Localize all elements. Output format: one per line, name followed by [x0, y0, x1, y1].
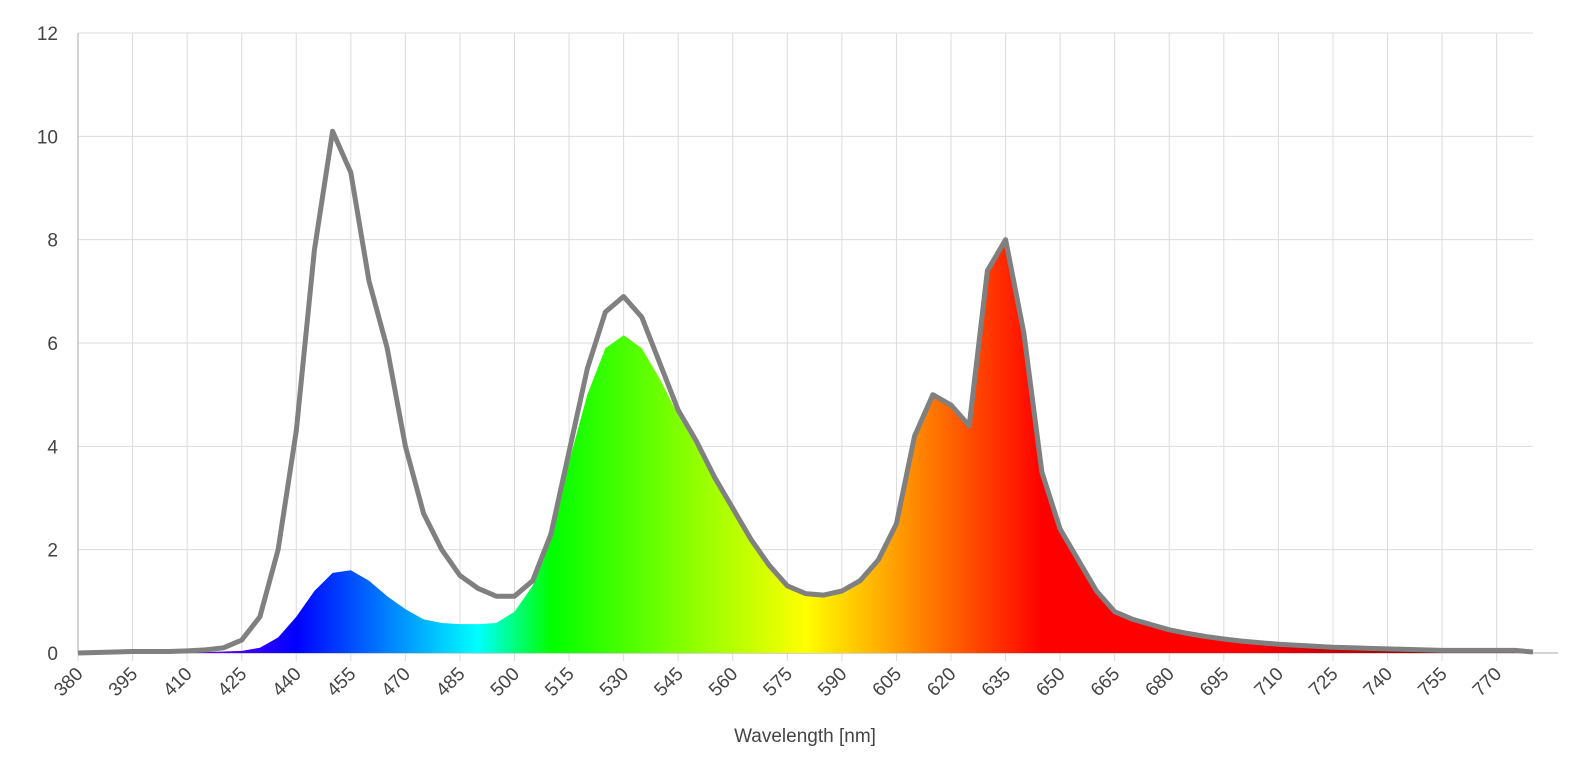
x-tick-label: 620: [923, 664, 960, 701]
x-tick-label: 470: [378, 664, 415, 701]
y-tick-label: 2: [47, 541, 58, 562]
spectrum-outline: [77, 128, 1534, 656]
y-tick-label: 0: [47, 644, 58, 665]
y-tick-label: 4: [47, 437, 58, 458]
x-tick-label: 695: [1196, 664, 1233, 701]
x-tick-label: 410: [159, 664, 196, 701]
x-tick-label: 500: [487, 664, 524, 701]
x-tick-label: 755: [1414, 664, 1451, 701]
x-tick-label: 710: [1251, 664, 1288, 701]
x-tick-label: 380: [50, 664, 87, 701]
x-tick-label: 440: [269, 664, 306, 701]
x-tick-label: 545: [650, 664, 687, 701]
x-tick-label: 455: [323, 664, 360, 701]
x-tick-label: 485: [432, 664, 469, 701]
x-tick-label: 605: [869, 664, 906, 701]
y-tick-label: 6: [47, 334, 58, 355]
y-tick-label: 8: [47, 231, 58, 252]
y-tick-label: 12: [37, 24, 58, 45]
x-tick-label: 650: [1032, 664, 1069, 701]
x-tick-label: 530: [596, 664, 633, 701]
x-tick-label: 575: [760, 664, 797, 701]
x-tick-label: 770: [1469, 664, 1506, 701]
x-tick-label: 725: [1305, 664, 1342, 701]
x-axis-label: Wavelength [nm]: [734, 726, 876, 747]
x-tick-label: 680: [1142, 664, 1179, 701]
y-tick-label: 10: [37, 127, 58, 148]
x-tick-label: 425: [214, 664, 251, 701]
x-tick-label: 665: [1087, 664, 1124, 701]
x-tick-label: 740: [1360, 664, 1397, 701]
x-tick-label: 515: [541, 664, 578, 701]
x-tick-label: 395: [105, 664, 142, 701]
x-tick-label: 590: [814, 664, 851, 701]
x-tick-label: 560: [705, 664, 742, 701]
x-tick-label: 635: [978, 664, 1015, 701]
